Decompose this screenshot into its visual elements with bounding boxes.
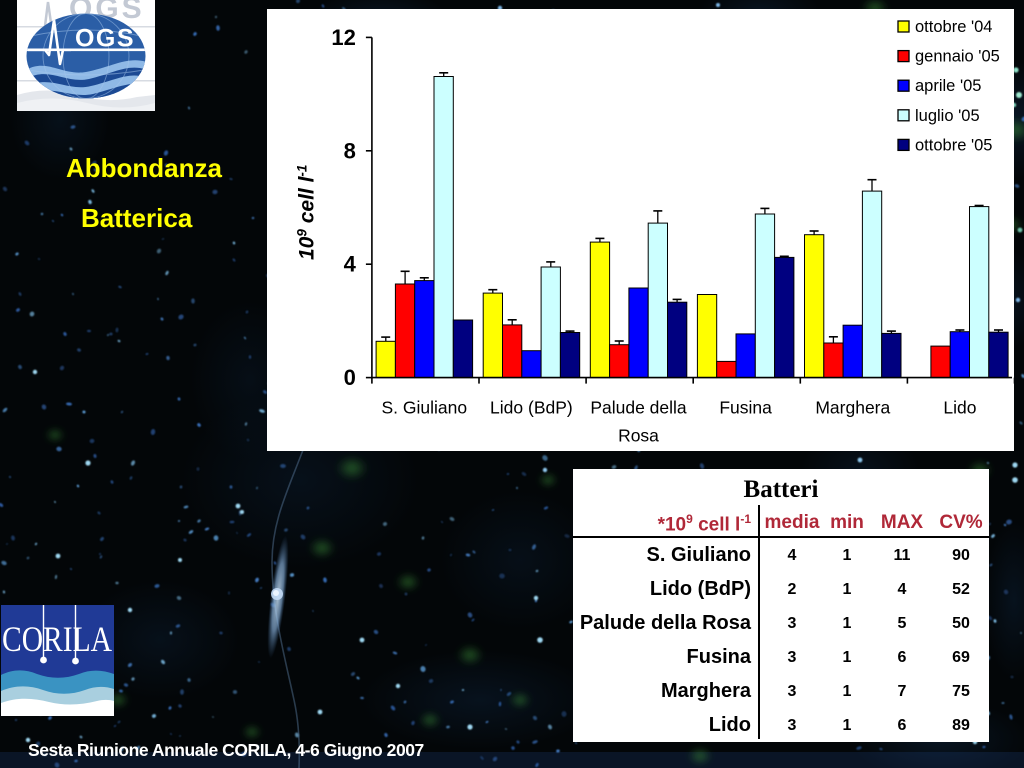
svg-text:109 cell l-1: 109 cell l-1: [295, 165, 319, 260]
svg-text:ottobre '05: ottobre '05: [915, 136, 992, 154]
svg-text:12: 12: [331, 25, 355, 50]
svg-text:Palude della: Palude della: [590, 398, 687, 418]
svg-text:ottobre '04: ottobre '04: [915, 18, 992, 36]
svg-text:Lido (BdP): Lido (BdP): [490, 398, 573, 418]
svg-text:luglio '05: luglio '05: [915, 107, 980, 125]
svg-text:aprile '05: aprile '05: [915, 77, 981, 95]
svg-text:Rosa: Rosa: [618, 426, 659, 446]
svg-text:CORILA: CORILA: [2, 619, 112, 659]
svg-text:gennaio '05: gennaio '05: [915, 48, 1000, 66]
svg-text:Lido: Lido: [943, 398, 976, 418]
svg-text:4: 4: [344, 252, 357, 277]
svg-text:Marghera: Marghera: [815, 398, 890, 418]
svg-text:Fusina: Fusina: [719, 398, 772, 418]
svg-text:OGS: OGS: [75, 25, 135, 53]
svg-text:8: 8: [344, 138, 356, 163]
svg-text:0: 0: [344, 365, 356, 390]
svg-text:S. Giuliano: S. Giuliano: [381, 398, 467, 418]
